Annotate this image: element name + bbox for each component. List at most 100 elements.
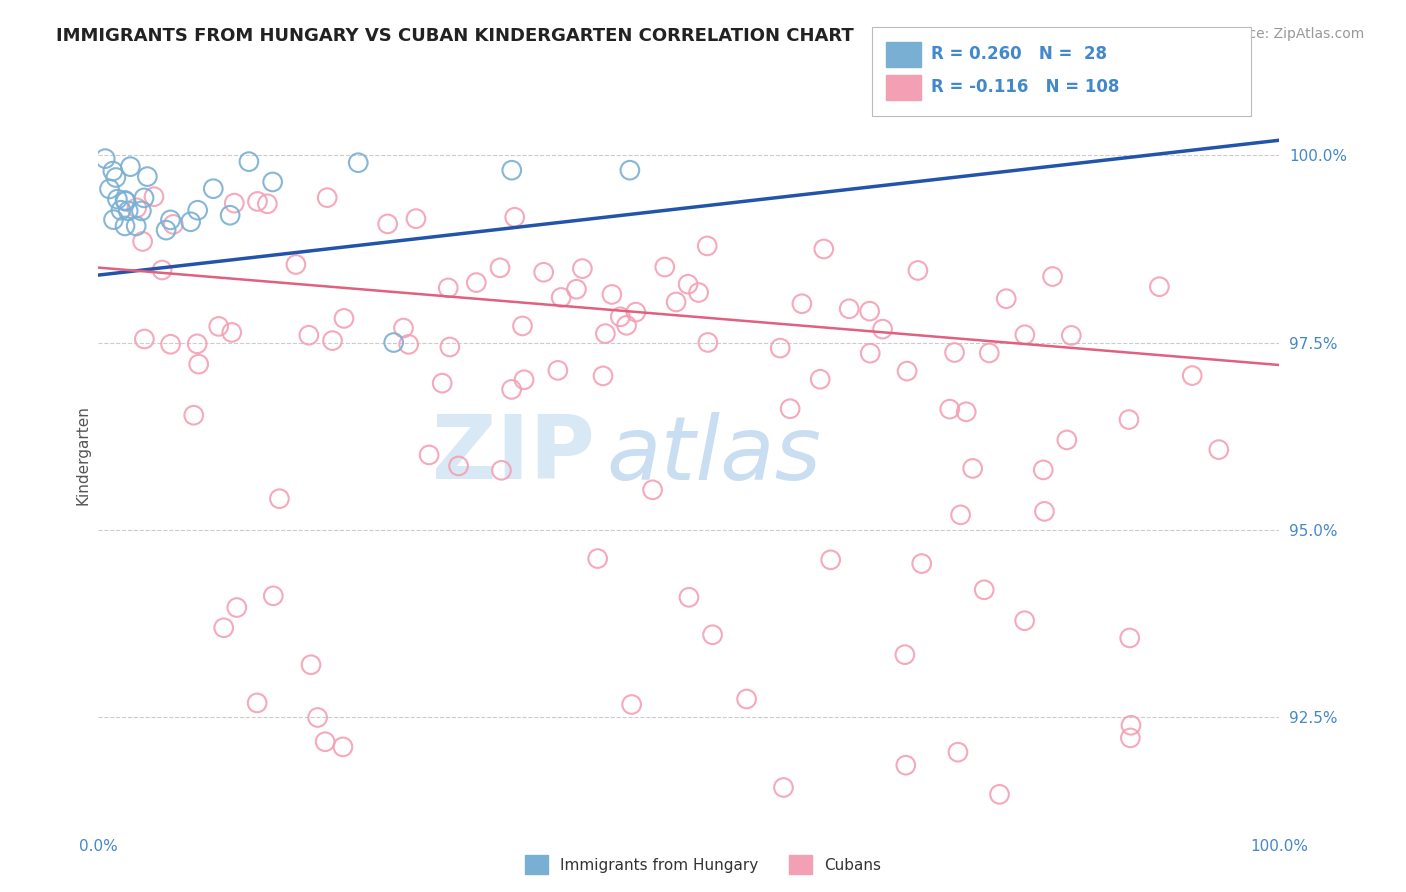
Point [110,203,132,218]
Point [392,321,415,335]
Text: IMMIGRANTS FROM HUNGARY VS CUBAN KINDERGARTEN CORRELATION CHART: IMMIGRANTS FROM HUNGARY VS CUBAN KINDERG… [56,27,853,45]
Point [489,260,512,275]
Point [316,191,339,205]
Point [550,290,572,304]
Text: Source: ZipAtlas.com: Source: ZipAtlas.com [1216,27,1364,41]
Point [322,334,344,348]
Point [949,508,972,522]
Point [872,322,894,336]
Point [696,335,718,350]
Point [995,292,1018,306]
Point [503,211,526,225]
Point [1032,463,1054,477]
Point [665,295,688,310]
Point [187,203,209,218]
Point [221,326,243,340]
Point [894,648,917,662]
Point [533,265,555,279]
Point [437,281,460,295]
Point [134,332,156,346]
Point [1119,731,1142,745]
Point [298,328,321,343]
Point [120,160,142,174]
Text: atlas: atlas [606,412,821,498]
Point [114,219,136,233]
Point [398,337,420,351]
Point [225,600,247,615]
Point [571,261,593,276]
Point [180,215,202,229]
Point [859,304,882,318]
Point [94,152,117,166]
Point [1208,442,1230,457]
Text: R = 0.260   N =  28: R = 0.260 N = 28 [931,45,1107,62]
Point [103,212,125,227]
Point [894,758,917,772]
Point [159,337,181,351]
Point [641,483,664,497]
Point [962,461,984,475]
Point [772,780,794,795]
Point [501,383,523,397]
Point [654,260,676,274]
Point [988,788,1011,802]
Point [104,170,127,185]
Point [896,364,918,378]
Point [439,340,461,354]
Point [813,242,835,256]
Point [696,239,718,253]
Point [609,310,631,324]
Point [1033,504,1056,518]
Point [183,409,205,423]
Point [125,201,148,215]
Point [592,368,614,383]
Point [586,551,609,566]
Point [262,175,284,189]
Point [187,357,209,371]
Text: ZIP: ZIP [432,411,595,499]
Point [779,401,801,416]
Point [820,553,842,567]
Point [238,154,260,169]
Point [955,405,977,419]
Point [101,164,124,178]
Point [513,373,536,387]
Point [382,335,405,350]
Point [465,276,488,290]
Text: R = -0.116   N = 108: R = -0.116 N = 108 [931,78,1119,95]
Point [131,203,153,218]
Point [219,208,242,222]
Point [150,263,173,277]
Point [98,182,121,196]
Point [512,318,534,333]
Point [333,311,356,326]
Point [491,463,513,477]
Point [447,458,470,473]
Point [946,745,969,759]
Point [769,341,792,355]
Legend: Immigrants from Hungary, Cubans: Immigrants from Hungary, Cubans [519,849,887,880]
Point [256,196,278,211]
Point [131,235,153,249]
Point [332,739,354,754]
Point [224,196,246,211]
Point [1119,631,1142,645]
Point [547,363,569,377]
Point [143,190,166,204]
Point [1181,368,1204,383]
Point [688,285,710,300]
Point [212,621,235,635]
Point [162,218,184,232]
Point [1056,433,1078,447]
Point [973,582,995,597]
Point [790,297,813,311]
Point [114,194,136,208]
Point [1149,279,1171,293]
Point [1060,328,1083,343]
Point [735,692,758,706]
Point [616,318,638,333]
Point [159,212,181,227]
Point [1042,269,1064,284]
Point [1014,327,1036,342]
Point [565,282,588,296]
